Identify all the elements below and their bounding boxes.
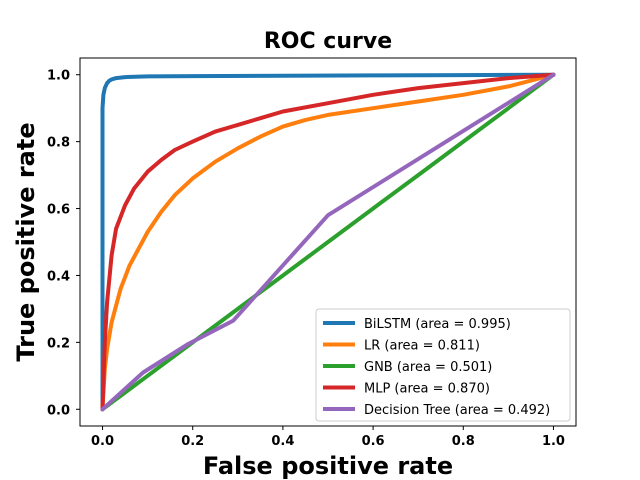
- x-tick-label: 1.0: [542, 434, 565, 449]
- series-line-lr: [100, 72, 556, 412]
- plot-frame: [79, 57, 577, 427]
- series-line-mlp: [100, 72, 556, 412]
- legend-label-decision-tree: Decision Tree (area = 0.492): [364, 403, 550, 418]
- legend-label-bilstm: BiLSTM (area = 0.995): [364, 317, 511, 332]
- y-axis-label: True positive rate: [12, 122, 40, 361]
- y-tick-label: 0.0: [47, 403, 70, 418]
- legend-label-lr: LR (area = 0.811): [364, 339, 480, 354]
- x-tick-label: 0.8: [452, 434, 475, 449]
- y-tick-label: 1.0: [47, 69, 70, 84]
- series-line-decision-tree: [100, 72, 556, 412]
- y-tick-label: 0.6: [47, 203, 70, 218]
- x-tick-label: 0.2: [181, 434, 204, 449]
- series-line-bilstm: [100, 72, 556, 412]
- legend: BiLSTM (area = 0.995) LR (area = 0.811) GN…: [315, 308, 571, 422]
- legend-label-gnb: GNB (area = 0.501): [364, 360, 492, 375]
- series-layer: [100, 72, 556, 412]
- legend-label-mlp: MLP (area = 0.870): [364, 382, 490, 397]
- x-tick-label: 0.4: [271, 434, 294, 449]
- series-line-gnb: [100, 72, 556, 412]
- y-tick-label: 0.8: [47, 136, 70, 151]
- chart-title: ROC curve: [264, 29, 392, 54]
- legend-box: [315, 308, 571, 422]
- y-tick-label: 0.2: [47, 336, 70, 351]
- x-tick-label: 0.0: [91, 434, 114, 449]
- y-axis-ticks: 0.0 0.2 0.4 0.6 0.8 1.0: [47, 69, 80, 418]
- x-axis-label: False positive rate: [203, 452, 453, 480]
- x-axis-ticks: 0.0 0.2 0.4 0.6 0.8 1.0: [91, 426, 565, 449]
- x-tick-label: 0.6: [362, 434, 385, 449]
- y-tick-label: 0.4: [47, 269, 70, 284]
